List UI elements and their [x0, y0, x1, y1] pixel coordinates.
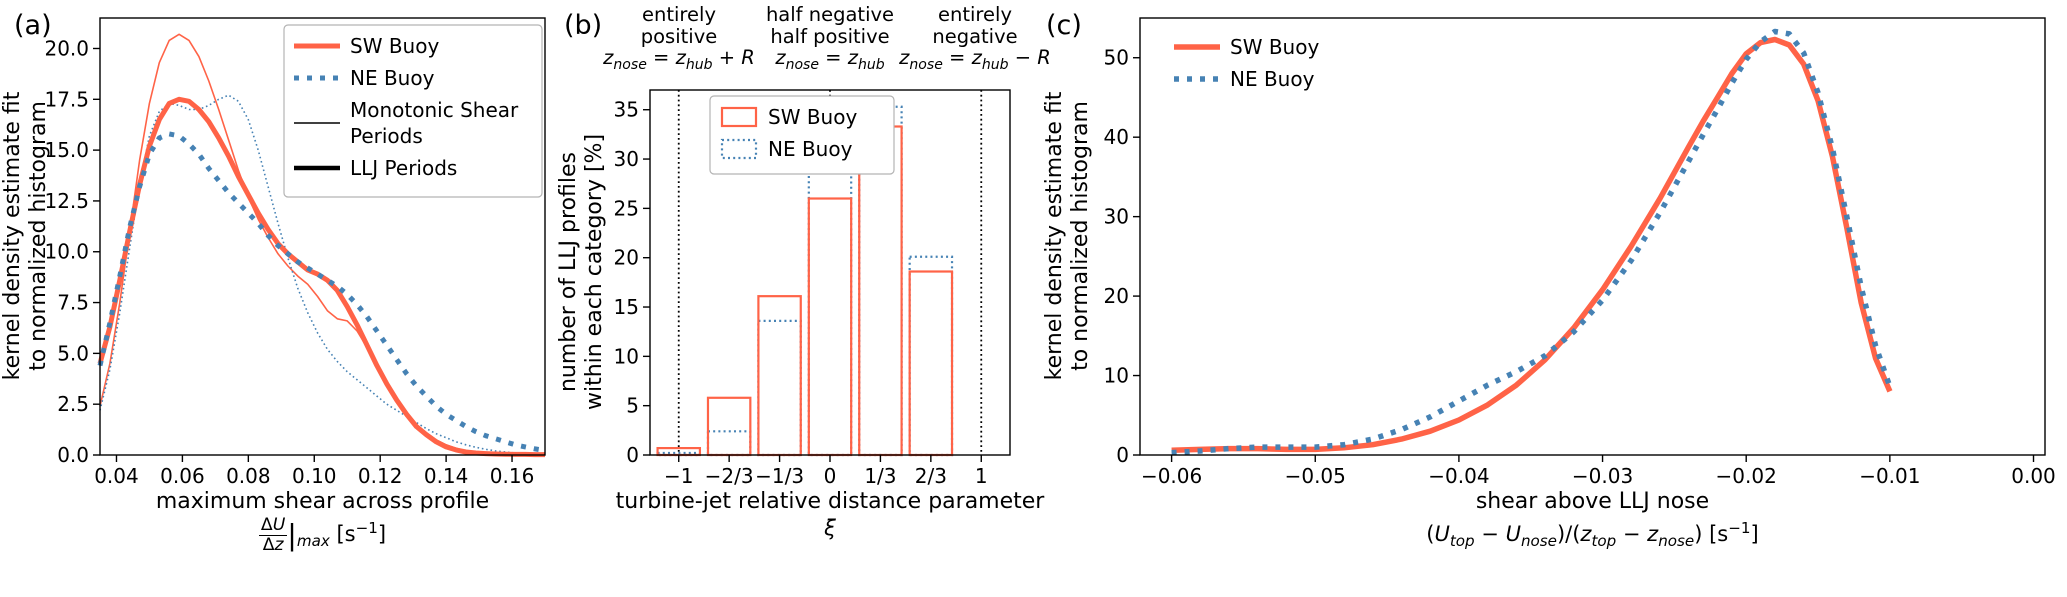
x-tick-label: −0.02	[1716, 464, 1777, 488]
panel-b-letter: (b)	[564, 10, 603, 41]
y-tick-label: 40	[1104, 125, 1129, 149]
x-tick-label: 2/3	[915, 464, 947, 488]
chart-c-svg: −0.06 −0.05 −0.04 −0.03 −0.02 −0.01 0.00 0 10 20 3…	[1104, 17, 2056, 488]
x-tick-label: −0.04	[1428, 464, 1489, 488]
plot-frame	[1139, 17, 2046, 456]
panel-b-ylabel: number of LLJ profiles within each catego…	[556, 133, 607, 411]
y-tick-label: 17.5	[44, 87, 89, 111]
panel-c-xlabel: shear above LLJ nose (Utop − Unose)/(zto…	[1140, 488, 2045, 555]
x-tick-label: 0.00	[2011, 464, 2056, 488]
annotation-half-negative-half-positive: half negative half positive znose = zhub	[765, 3, 895, 73]
y-tick-label: 25	[614, 196, 639, 220]
x-tick-label: 0.14	[424, 464, 469, 488]
legend-swatch-sw-buoy	[720, 106, 758, 128]
legend-label-ne-buoy: NE Buoy	[1230, 67, 1315, 91]
y-tick-label: 30	[614, 147, 639, 171]
legend-label-ne-buoy: NE Buoy	[350, 66, 435, 90]
x-tick-label: 0	[824, 464, 837, 488]
x-tick-label: 0.12	[358, 464, 403, 488]
legend-label-ne-buoy: NE Buoy	[768, 137, 853, 161]
x-tick-label: 0.08	[226, 464, 271, 488]
y-tick-label: 35	[614, 98, 639, 122]
annotation-entirely-positive: entirely positive znose = zhub + R	[603, 3, 755, 73]
panel-a-letter: (a)	[14, 10, 52, 41]
panel-b-xlabel: turbine-jet relative distance parameter …	[607, 488, 1053, 542]
bar-ne-buoy	[807, 170, 853, 457]
y-tick-label: 10.0	[44, 240, 89, 264]
y-tick-label: 30	[1104, 205, 1129, 229]
y-tick-label: 7.5	[57, 291, 89, 315]
plot-frame	[99, 17, 546, 456]
y-tick-label: 20	[614, 246, 639, 270]
legend-label-llj-periods: LLJ Periods	[350, 156, 457, 180]
y-tick-label: 15	[614, 295, 639, 319]
y-tick-label: 10	[614, 344, 639, 368]
x-tick-label: 0.16	[490, 464, 535, 488]
y-tick-label: 20	[1104, 284, 1129, 308]
bar-ne-buoy	[757, 319, 802, 457]
x-tick-label: 0.06	[160, 464, 205, 488]
series-ne-buoy-llj-periods	[97, 131, 546, 453]
y-tick-label: 12.5	[44, 189, 89, 213]
series-sw-buoy	[1171, 36, 1893, 453]
panel-c: −0.06 −0.05 −0.04 −0.03 −0.02 −0.01 0.00 0 10 20 3…	[1038, 0, 2067, 597]
legend-label-sw-buoy: SW Buoy	[350, 34, 439, 58]
x-tick-label: −0.05	[1285, 464, 1346, 488]
x-tick-label: −2/3	[705, 464, 754, 488]
panel-a-xlabel-line1: maximum shear across profile	[155, 489, 490, 514]
panel-b-xlabel-math: ξ	[824, 516, 836, 540]
panel-c-xlabel-line1: shear above LLJ nose	[1475, 489, 1710, 514]
y-tick-label: 5	[626, 394, 639, 418]
panel-b: −1 −2/3 −1/3 0 1/3 2/3 1 0 5 10 15 20 25 30 35 SW Buoy N…	[556, 0, 1051, 597]
legend-box	[283, 24, 543, 198]
bar-ne-buoy	[908, 255, 954, 457]
x-tick-label: −0.03	[1572, 464, 1633, 488]
legend-swatch-ne-buoy	[720, 138, 758, 160]
panel-a-xlabel: maximum shear across profile ΔU Δz |max [s…	[60, 488, 585, 555]
legend-label-sw-buoy: SW Buoy	[1230, 35, 1319, 59]
legend-label-sw-buoy: SW Buoy	[768, 105, 857, 129]
y-tick-label: 0.0	[57, 443, 89, 467]
chart-a-svg: 0.04 0.06 0.08 0.10 0.12 0.14 0.16 0.0 2.5 5.0 7.5…	[44, 17, 546, 488]
x-tick-label: 0.04	[94, 464, 139, 488]
legend-label-monotonic-shear: Monotonic Shear	[350, 98, 519, 122]
y-tick-label: 2.5	[57, 392, 89, 416]
x-tick-label: −0.01	[1859, 464, 1920, 488]
x-tick-label: −1/3	[755, 464, 804, 488]
x-tick-label: 1/3	[864, 464, 896, 488]
y-tick-label: 5.0	[57, 341, 89, 365]
legend-label-monotonic-shear: Periods	[350, 124, 423, 148]
panel-a-xlabel-math: ΔU Δz |max [s−1]	[258, 514, 387, 555]
y-tick-label: 0	[626, 443, 639, 467]
x-tick-label: 1	[975, 464, 988, 488]
y-tick-label: 20.0	[44, 36, 89, 60]
panel-c-letter: (c)	[1046, 10, 1082, 41]
panel-c-xlabel-math: (Utop − Unose)/(ztop − znose) [s−1]	[1426, 519, 1759, 551]
x-tick-label: −0.06	[1141, 464, 1202, 488]
y-tick-label: 50	[1104, 46, 1129, 70]
annotation-entirely-negative: entirely negative znose = zhub − R	[899, 3, 1051, 73]
x-tick-label: 0.10	[292, 464, 337, 488]
y-tick-label: 15.0	[44, 138, 89, 162]
panel-a-ylabel: kernel density estimate fit to normalized…	[0, 91, 51, 381]
y-tick-label: 10	[1104, 364, 1129, 388]
series-ne-buoy	[1171, 28, 1893, 456]
x-tick-label: −1	[664, 464, 693, 488]
y-tick-label: 0	[1116, 443, 1129, 467]
panel-a: 0.04 0.06 0.08 0.10 0.12 0.14 0.16 0.0 2.5 5.0 7.5…	[0, 0, 560, 597]
panel-b-xlabel-line1: turbine-jet relative distance parameter	[615, 489, 1045, 514]
panel-c-ylabel: kernel density estimate fit to normalized…	[1042, 91, 1093, 381]
bar-ne-buoy	[706, 430, 752, 457]
